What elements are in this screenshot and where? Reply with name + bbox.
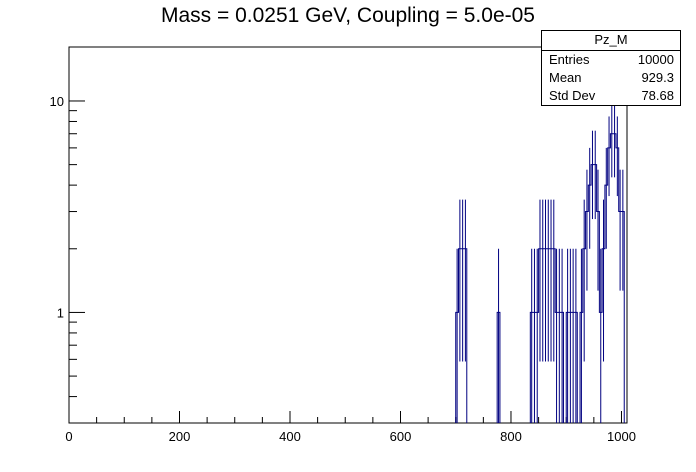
x-tick-label: 600 [390,429,412,444]
x-tick-label: 200 [169,429,191,444]
stats-histogram-name: Pz_M [542,31,680,51]
x-tick-label: 800 [500,429,522,444]
y-tick-label: 1 [57,305,64,320]
stats-entries-label: Entries [549,52,590,67]
y-tick-label: 10 [50,94,64,109]
stats-box: Pz_M Entries 10000 Mean 929.3 Std Dev 78… [541,30,681,106]
stats-mean-label: Mean [549,70,582,85]
y-axis: 1 10 [50,94,85,424]
x-axis: 0 200 400 600 800 1000 [65,411,636,444]
stats-mean-value: 929.3 [641,70,674,85]
stats-stddev-value: 78.68 [641,88,674,103]
axes-frame [68,46,628,424]
plot-frame [68,46,628,424]
stats-entries-value: 10000 [637,52,674,67]
chart-title: Mass = 0.0251 GeV, Coupling = 5.0e-05 [161,4,535,27]
stats-row-mean: Mean 929.3 [542,69,680,87]
stats-stddev-label: Std Dev [549,88,596,103]
x-tick-label: 400 [279,429,301,444]
x-tick-label: 0 [65,429,72,444]
histogram-line [455,133,625,423]
x-tick-label: 1000 [607,429,636,444]
error-bars [456,104,624,423]
stats-row-stddev: Std Dev 78.68 [542,87,680,105]
stats-row-entries: Entries 10000 [542,51,680,69]
